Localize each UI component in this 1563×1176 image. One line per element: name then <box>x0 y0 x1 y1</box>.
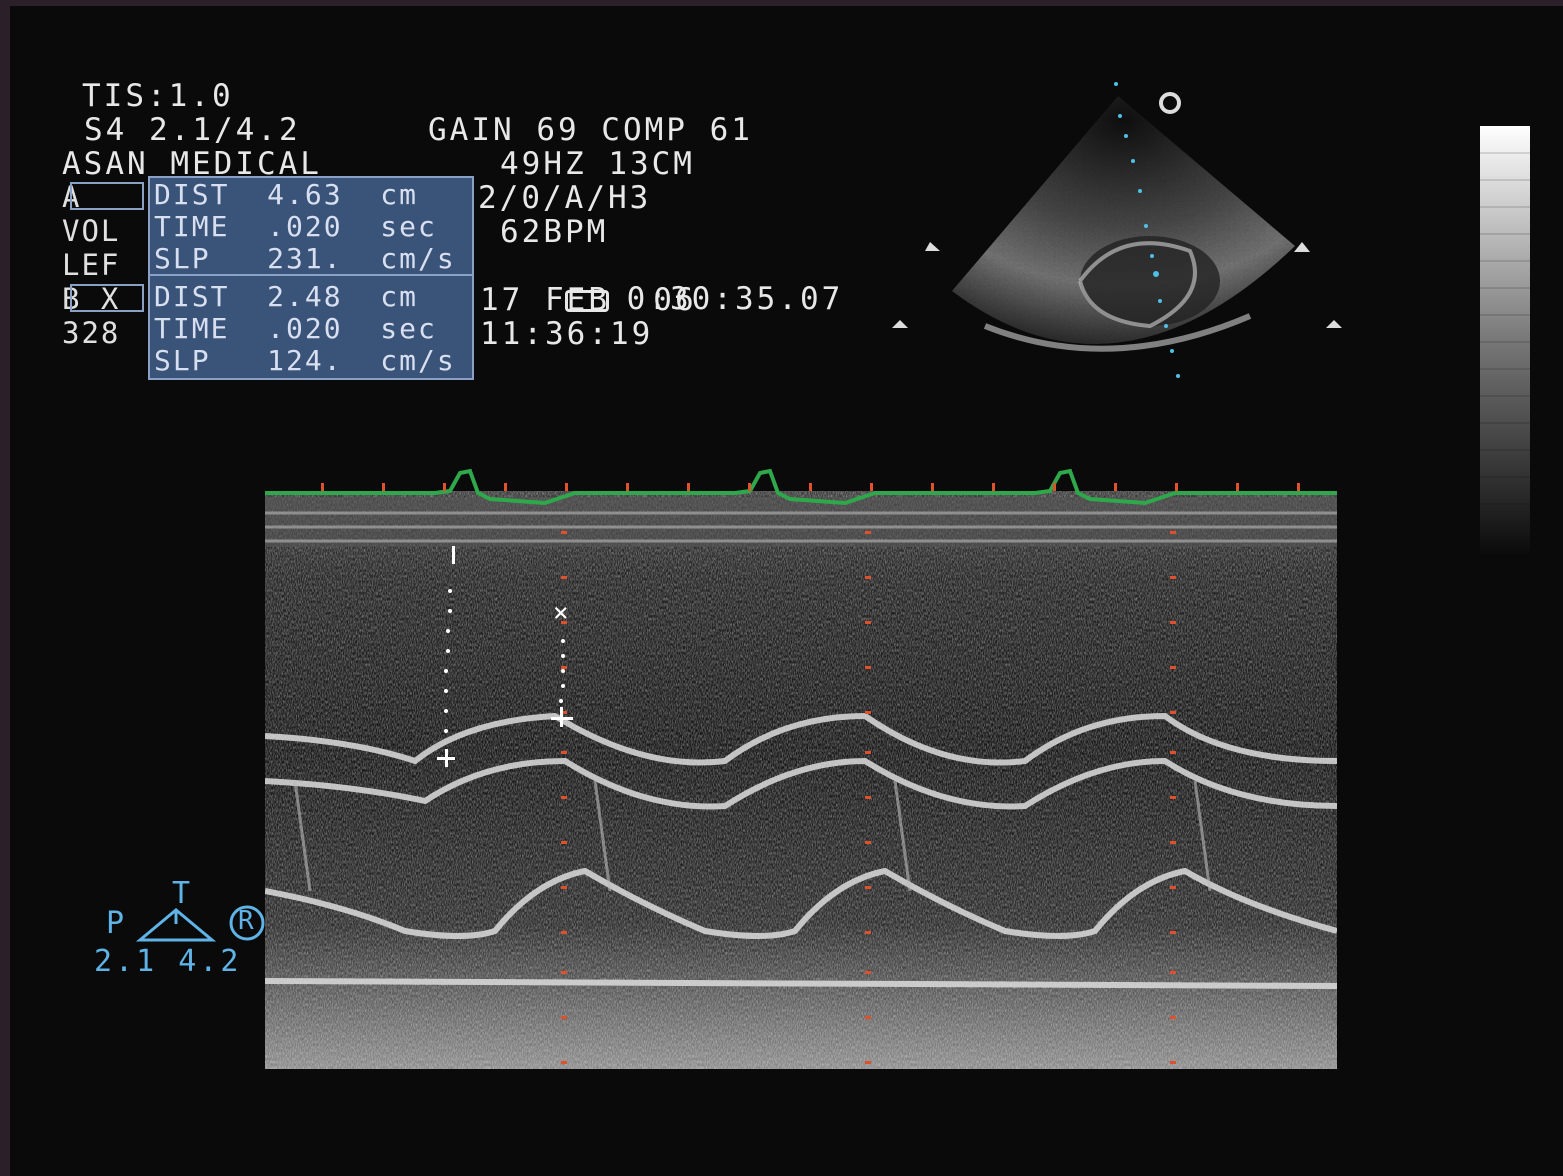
lef-label: LEF <box>62 248 121 282</box>
depth-marker-icon <box>1159 92 1181 114</box>
sector-cursor-line <box>1114 82 1180 378</box>
ecg-trace <box>265 468 1337 506</box>
2d-sector-image: o <box>892 82 1342 378</box>
cursor-a-box <box>70 182 144 210</box>
measurement-a-distance: DIST 4.63 cm <box>154 178 419 211</box>
focus-marker-right-icon <box>1294 242 1310 252</box>
exam-time: 11:36:19 <box>480 316 654 352</box>
probe-r-label: R <box>238 906 257 936</box>
m-mode-trace: × <box>265 468 1337 1069</box>
probe-p-label: P <box>106 906 128 941</box>
depth-scale-marks <box>561 531 1176 1064</box>
measurement-a-slope: SLP 231. cm/s <box>154 242 456 275</box>
vol-label: VOL <box>62 214 121 248</box>
timing-marks <box>321 483 1300 491</box>
probe-range-label: 2.1 4.2 <box>94 944 242 979</box>
svg-text:×: × <box>553 598 569 628</box>
measurement-b-distance: DIST 2.48 cm <box>154 280 419 313</box>
value-label: 328 <box>62 316 121 350</box>
grayscale-bar <box>1480 126 1530 556</box>
gain-comp-label: GAIN 69 COMP 61 <box>428 112 753 148</box>
depth-marker-right-icon <box>1326 320 1342 328</box>
measurement-b-time: TIME .020 sec <box>154 312 437 345</box>
caliper-a <box>437 546 455 767</box>
probe-r-circle-icon <box>229 905 265 941</box>
measurement-a-time: TIME .020 sec <box>154 210 437 243</box>
tape-counter: 0:30:35.07 <box>478 250 843 349</box>
probe-t-label: T <box>172 876 194 911</box>
exam-date: 17 FEB 06 <box>480 282 697 318</box>
cursor-b-box <box>70 284 144 312</box>
caliper-b: × <box>551 598 573 727</box>
tis-label: TIS:1.0 <box>82 78 234 114</box>
mode-settings-label: 2/0/A/H3 <box>478 180 652 216</box>
tape-time: 0:30:35.07 <box>626 281 844 317</box>
focus-marker-left-icon <box>925 242 940 251</box>
measurement-panel: DIST 4.63 cm TIME .020 sec SLP 231. cm/s… <box>148 176 474 380</box>
probe-orientation-icon: T P R 2.1 4.2 <box>90 876 280 986</box>
institution-label: ASAN MEDICAL <box>62 146 322 182</box>
probe-frequency-label: S4 2.1/4.2 <box>84 112 301 148</box>
depth-marker-left-icon <box>892 320 908 328</box>
probe-triangle-icon <box>136 908 216 942</box>
measurement-divider <box>150 274 472 276</box>
heart-rate-label: 62BPM <box>500 214 609 250</box>
tape-icon <box>564 289 609 312</box>
frame-rate-depth-label: 49HZ 13CM <box>500 146 695 182</box>
measurement-b-slope: SLP 124. cm/s <box>154 344 456 377</box>
